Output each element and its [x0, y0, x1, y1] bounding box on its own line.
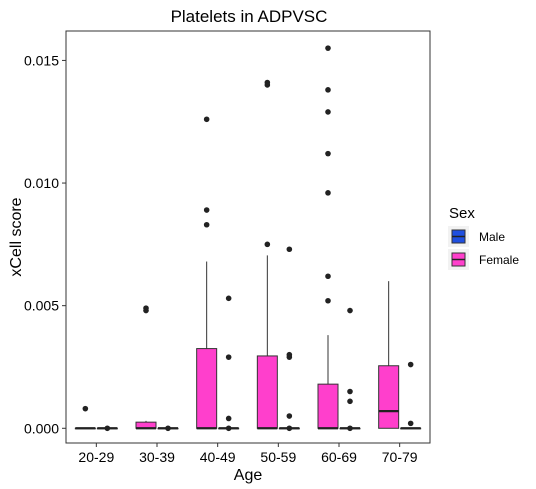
outlier-point — [203, 207, 210, 213]
outlier-point — [225, 425, 232, 432]
outlier-point — [104, 425, 111, 432]
outlier-point — [407, 420, 414, 427]
y-axis: 0.000 0.005 0.010 0.015 — [24, 52, 66, 436]
outlier-point — [347, 388, 353, 395]
x-tick-label: 60-69 — [321, 449, 357, 465]
outlier-point — [203, 116, 210, 123]
plot-panel — [65, 30, 431, 444]
outlier-point — [325, 190, 331, 196]
outlier-point — [286, 246, 293, 253]
outlier-point — [325, 109, 331, 115]
y-tick-label: 0.010 — [24, 175, 59, 191]
box-male-60-69 — [339, 307, 361, 432]
box-male-70-79 — [400, 361, 422, 430]
outlier-point — [143, 305, 149, 311]
box-layer — [74, 45, 422, 432]
outlier-point — [325, 45, 331, 51]
outlier-point — [165, 425, 171, 432]
outlier-point — [286, 425, 293, 432]
outlier-point — [225, 415, 232, 422]
x-tick-label: 70-79 — [382, 449, 418, 465]
x-tick-label: 30-39 — [139, 449, 175, 465]
box-male-40-49 — [218, 295, 240, 432]
outlier-point — [347, 398, 353, 405]
box-female-70-79 — [378, 281, 400, 429]
outlier-point — [407, 361, 414, 368]
box-female-60-69 — [317, 45, 339, 430]
box-female-40-49 — [196, 116, 218, 430]
outlier-point — [325, 87, 331, 93]
box-female-30-39 — [135, 305, 157, 430]
box-male-20-29 — [96, 425, 118, 432]
box-male-30-39 — [157, 425, 179, 432]
x-axis-label: Age — [234, 467, 263, 484]
legend-item-male: Male — [448, 226, 505, 247]
x-axis: 20-29 30-39 40-49 50-59 60-69 70-79 — [78, 443, 418, 465]
outlier-point — [347, 425, 353, 432]
outlier-point — [325, 150, 331, 157]
y-tick-label: 0.005 — [24, 298, 59, 314]
legend-entries: Male Female — [448, 226, 519, 270]
outlier-point — [325, 273, 331, 280]
outlier-point — [264, 241, 271, 248]
legend: Sex Male Female — [448, 205, 519, 270]
x-tick-label: 20-29 — [78, 449, 114, 465]
x-tick-label: 50-59 — [260, 449, 296, 465]
y-tick-label: 0.000 — [24, 420, 59, 436]
outlier-point — [325, 297, 331, 304]
chart-title: Platelets in ADPVSC — [171, 7, 328, 26]
outlier-point — [286, 413, 293, 419]
box-body — [317, 383, 339, 429]
y-axis-label: xCell score — [8, 197, 25, 276]
outlier-point — [347, 307, 353, 314]
y-tick-label: 0.015 — [24, 52, 59, 68]
box-body — [256, 355, 278, 429]
legend-label: Male — [479, 230, 505, 244]
legend-title: Sex — [449, 205, 475, 222]
box-male-50-59 — [278, 246, 300, 432]
box-female-50-59 — [256, 79, 278, 430]
x-tick-label: 40-49 — [200, 449, 236, 465]
box-body — [196, 348, 218, 429]
legend-item-female: Female — [448, 249, 519, 270]
outlier-point — [264, 79, 271, 86]
box-body — [378, 365, 400, 429]
outlier-point — [225, 295, 232, 302]
box-female-20-29 — [74, 405, 96, 430]
outlier-point — [286, 351, 293, 358]
outlier-point — [203, 221, 210, 228]
outlier-point — [225, 354, 232, 360]
legend-label: Female — [479, 253, 519, 267]
outlier-point — [82, 405, 89, 412]
